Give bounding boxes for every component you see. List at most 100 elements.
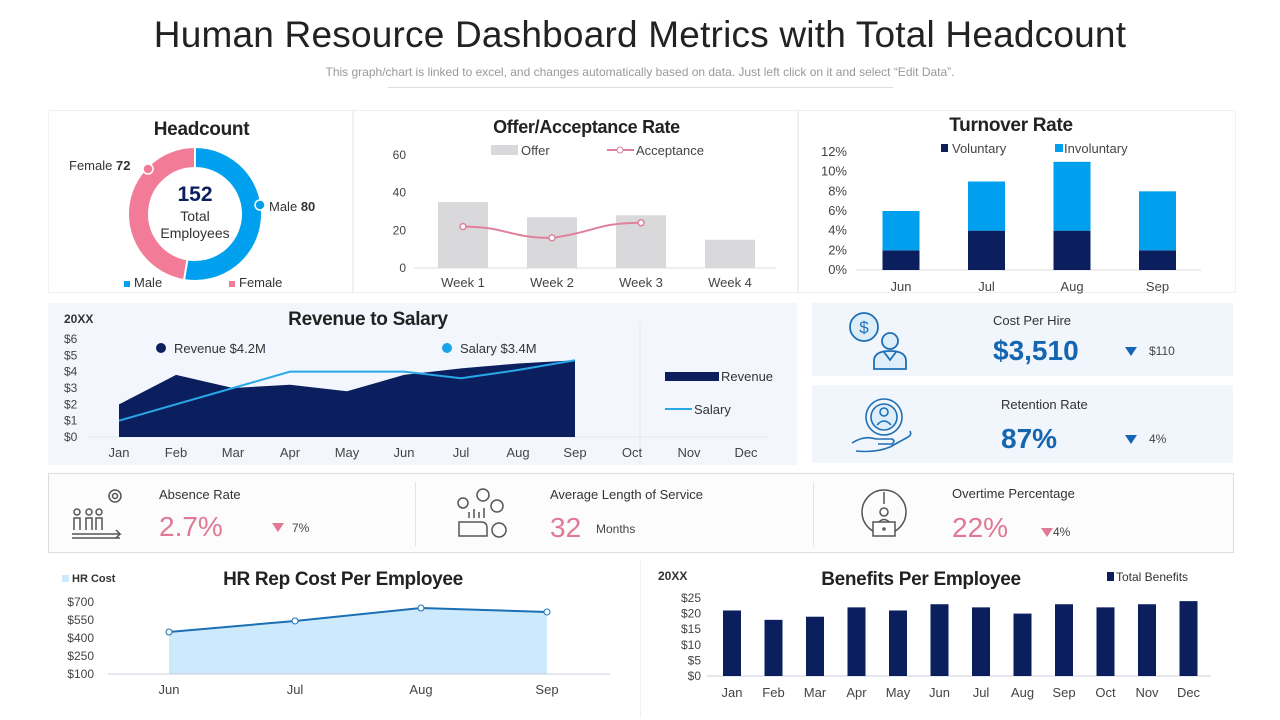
- legend-offer-label: Offer: [521, 143, 550, 158]
- coins-hand-icon: [457, 488, 507, 538]
- x-tick-label: Apr: [846, 685, 867, 700]
- female-marker[interactable]: [142, 163, 154, 175]
- legend-involuntary-label: Involuntary: [1064, 141, 1128, 156]
- x-tick-label: Oct: [622, 445, 643, 460]
- y-tick-label: $550: [67, 613, 94, 627]
- absence-rate-label: Absence Rate: [159, 487, 241, 502]
- male-marker[interactable]: [254, 199, 266, 211]
- hr-cost-point[interactable]: [543, 608, 551, 616]
- y-tick-label: 0%: [828, 262, 847, 277]
- offer-bar[interactable]: [705, 239, 755, 268]
- involuntary-bar[interactable]: [1053, 161, 1091, 231]
- female-callout-value: 72: [115, 158, 131, 173]
- benefits-title[interactable]: Benefits Per Employee: [821, 569, 1021, 590]
- donut-slice-female[interactable]: [127, 145, 196, 282]
- y-tick-label: 2%: [828, 242, 847, 257]
- voluntary-bar[interactable]: [882, 250, 920, 270]
- benefits-bar[interactable]: [972, 607, 990, 676]
- cost-per-hire-card: $ Cost Per Hire $3,510 $110: [812, 303, 1233, 376]
- acceptance-point[interactable]: [637, 219, 645, 227]
- benefits-bar[interactable]: [1055, 604, 1073, 676]
- legend-female[interactable]: Female: [229, 275, 282, 290]
- benefits-bar[interactable]: [930, 604, 949, 676]
- legend-voluntary-swatch[interactable]: [941, 144, 948, 152]
- offer-chart[interactable]: 0 20 40 60 Week 1 Week 2 Week 3 Week 4 Offer Acce…: [354, 111, 799, 294]
- hr-cost-point[interactable]: [291, 617, 299, 625]
- x-tick-label: Feb: [165, 445, 187, 460]
- headcount-donut[interactable]: [49, 111, 354, 294]
- y-tick-label: 0: [399, 261, 406, 275]
- headcount-title[interactable]: Headcount: [153, 119, 250, 140]
- hr-cost-title[interactable]: HR Rep Cost Per Employee: [223, 569, 463, 590]
- benefits-bar[interactable]: [723, 610, 741, 676]
- benefits-bar[interactable]: [1096, 607, 1115, 676]
- legend-involuntary-swatch[interactable]: [1055, 144, 1063, 152]
- hr-cost-line[interactable]: [168, 606, 548, 633]
- revenue-area[interactable]: [119, 360, 575, 437]
- offer-panel: Offer/Acceptance Rate 0 20 40 60 Week 1 Week …: [353, 110, 798, 293]
- revenue-title[interactable]: Revenue to Salary: [288, 309, 448, 330]
- voluntary-bar[interactable]: [968, 230, 1005, 270]
- male-callout: Male 80: [269, 199, 315, 214]
- benefits-bar[interactable]: [806, 616, 824, 676]
- hr-cost-point[interactable]: [165, 628, 173, 636]
- turnover-title[interactable]: Turnover Rate: [949, 115, 1073, 136]
- involuntary-bar[interactable]: [968, 181, 1005, 231]
- revenue-chart[interactable]: $0 $1 $2 $3 $4 $5 $6 Jan Feb Mar Apr May Jun Jul Aug Se…: [48, 303, 797, 465]
- offer-bar[interactable]: [438, 202, 488, 268]
- down-triangle-icon: [1041, 528, 1053, 537]
- x-tick-label: Jan: [722, 685, 743, 700]
- legend-acceptance-marker[interactable]: [616, 146, 624, 154]
- salary-line[interactable]: [118, 359, 576, 422]
- legend-offer-swatch[interactable]: [491, 145, 518, 155]
- down-triangle-icon: [272, 523, 284, 532]
- involuntary-bar[interactable]: [882, 211, 920, 251]
- involuntary-bar[interactable]: [1139, 191, 1176, 251]
- y-tick-label: 12%: [821, 144, 847, 159]
- page-subtitle: This graph/chart is linked to excel, and…: [325, 65, 955, 79]
- legend-salary-label: Salary: [694, 402, 731, 417]
- benefits-bar[interactable]: [1013, 613, 1032, 676]
- revenue-year-tag: 20XX: [64, 312, 94, 326]
- acceptance-point[interactable]: [459, 222, 467, 231]
- hr-cost-legend[interactable]: HR Cost: [62, 573, 115, 585]
- x-tick-label: Aug: [409, 682, 432, 697]
- legend-revenue-swatch[interactable]: [665, 372, 719, 381]
- benefits-bar[interactable]: [764, 619, 783, 676]
- acceptance-point[interactable]: [548, 234, 556, 242]
- benefits-bar[interactable]: [1179, 601, 1198, 676]
- hr-cost-area[interactable]: [169, 608, 547, 674]
- revenue-dot-icon: [156, 343, 166, 353]
- turnover-chart[interactable]: 0% 2% 4% 6% 8% 10% 12% Jun Jul Aug Sep Voluntary Inv…: [799, 111, 1237, 294]
- y-tick-label: 20: [393, 223, 407, 237]
- y-tick-label: 8%: [828, 183, 847, 198]
- overtime-label: Overtime Percentage: [952, 486, 1075, 501]
- hr-cost-chart[interactable]: $100 $250 $400 $550 $700 Jun Jul Aug Sep: [48, 560, 630, 718]
- x-tick-label: May: [886, 685, 911, 700]
- offer-title[interactable]: Offer/Acceptance Rate: [493, 117, 680, 137]
- benefits-chart[interactable]: $0 $5$10 $15$20 $25 Jan Feb Mar Apr May Jun Jul Aug…: [641, 560, 1237, 718]
- benefits-legend[interactable]: Total Benefits: [1107, 570, 1188, 584]
- legend-voluntary-label: Voluntary: [952, 141, 1007, 156]
- voluntary-bar[interactable]: [1053, 230, 1091, 270]
- donut-slice-male[interactable]: [182, 145, 263, 282]
- absence-rate-delta: 7%: [292, 521, 310, 535]
- x-tick-label: Jul: [453, 445, 470, 460]
- salary-dot-icon: [442, 343, 452, 353]
- offer-bar[interactable]: [527, 217, 577, 268]
- legend-male[interactable]: Male: [124, 275, 162, 290]
- benefits-bar[interactable]: [1138, 604, 1156, 676]
- benefits-bar[interactable]: [847, 607, 866, 676]
- x-tick-label: Aug: [1060, 279, 1083, 294]
- hr-cost-point[interactable]: [417, 604, 425, 612]
- y-tick-label: $6: [64, 332, 78, 346]
- x-tick-label: Aug: [506, 445, 529, 460]
- headcount-panel: Headcount Female 72 Male 80 152 Total Emp…: [48, 110, 353, 293]
- overtime-delta: 4%: [1053, 525, 1071, 539]
- y-tick-label: $700: [67, 595, 94, 609]
- y-tick-label: $10: [681, 638, 701, 652]
- x-tick-label: Sep: [1146, 279, 1169, 294]
- benefits-bar[interactable]: [889, 610, 907, 676]
- voluntary-bar[interactable]: [1139, 250, 1176, 270]
- divider: [813, 482, 814, 546]
